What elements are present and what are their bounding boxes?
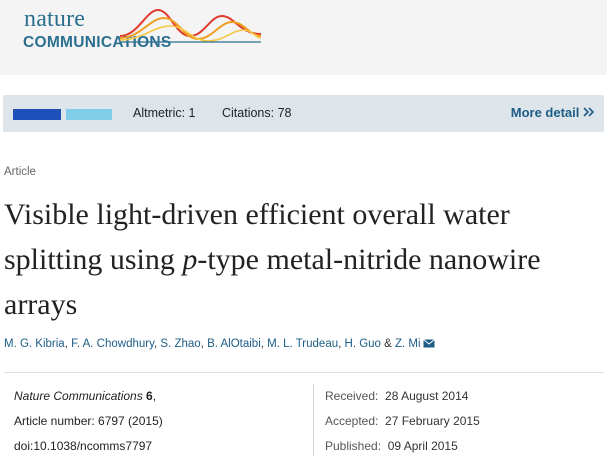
vertical-divider [313, 384, 314, 456]
accepted-value: 27 February 2015 [385, 414, 480, 428]
title-part-2: -type metal-nitride nanowire arrays [4, 243, 541, 321]
accepted-label: Accepted: [325, 414, 379, 428]
author-separator: , [200, 338, 208, 350]
author-link[interactable]: M. L. Trudeau [267, 338, 339, 350]
site-header: nature COMMUNICATIONS [0, 0, 607, 75]
author-separator: , [154, 338, 161, 350]
article-title: Visible light-driven efficient overall w… [4, 192, 594, 327]
doi-text[interactable]: doi:10.1038/ncomms7797 [14, 439, 153, 453]
more-detail-label: More detail [510, 105, 580, 120]
author-separator: , [64, 338, 72, 350]
metrics-bar: Altmetric: 1 Citations: 78 More detail [3, 95, 604, 132]
citations-count: Citations: 78 [222, 106, 292, 120]
author-separator: , [260, 338, 268, 350]
author-link[interactable]: M. G. Kibria [4, 338, 65, 350]
journal-volume: 6 [142, 389, 153, 403]
altmetric-count: Altmetric: 1 [133, 106, 196, 120]
altmetric-bar-light[interactable] [66, 109, 112, 120]
received-label: Received: [325, 389, 379, 403]
email-icon[interactable] [422, 339, 435, 348]
author-link[interactable]: Z. Mi [395, 338, 421, 350]
author-link[interactable]: B. AlOtaibi [207, 338, 261, 350]
journal-name[interactable]: Nature Communications [14, 389, 143, 403]
published-label: Published: [325, 439, 382, 453]
divider [4, 372, 604, 373]
article-number: Article number: 6797 (2015) [14, 414, 163, 428]
more-detail-link[interactable]: More detail [510, 105, 595, 120]
author-link[interactable]: F. A. Chowdhury [71, 338, 154, 350]
received-date: Received: 28 August 2014 [325, 389, 468, 403]
altmetric-bar-dark[interactable] [13, 109, 61, 120]
double-chevron-right-icon [583, 107, 595, 117]
logo-nature-text[interactable]: nature [24, 6, 86, 32]
author-list: M. G. Kibria, F. A. Chowdhury, S. Zhao, … [4, 338, 435, 350]
article-type-label: Article [4, 166, 36, 178]
title-italic-p: p [182, 243, 198, 276]
author-separator: & [380, 338, 396, 350]
volume-suffix: , [152, 389, 157, 403]
author-link[interactable]: H. Guo [344, 338, 381, 350]
author-separator: , [338, 338, 345, 350]
journal-citation: Nature Communications 6, [14, 389, 156, 403]
received-value: 28 August 2014 [385, 389, 469, 403]
logo-waves-icon [119, 8, 262, 43]
accepted-date: Accepted: 27 February 2015 [325, 414, 480, 428]
published-value: 09 April 2015 [387, 439, 458, 453]
author-link[interactable]: S. Zhao [160, 338, 201, 350]
title-part-1: Visible light-driven efficient overall w… [4, 198, 510, 276]
published-date: Published: 09 April 2015 [325, 439, 458, 453]
